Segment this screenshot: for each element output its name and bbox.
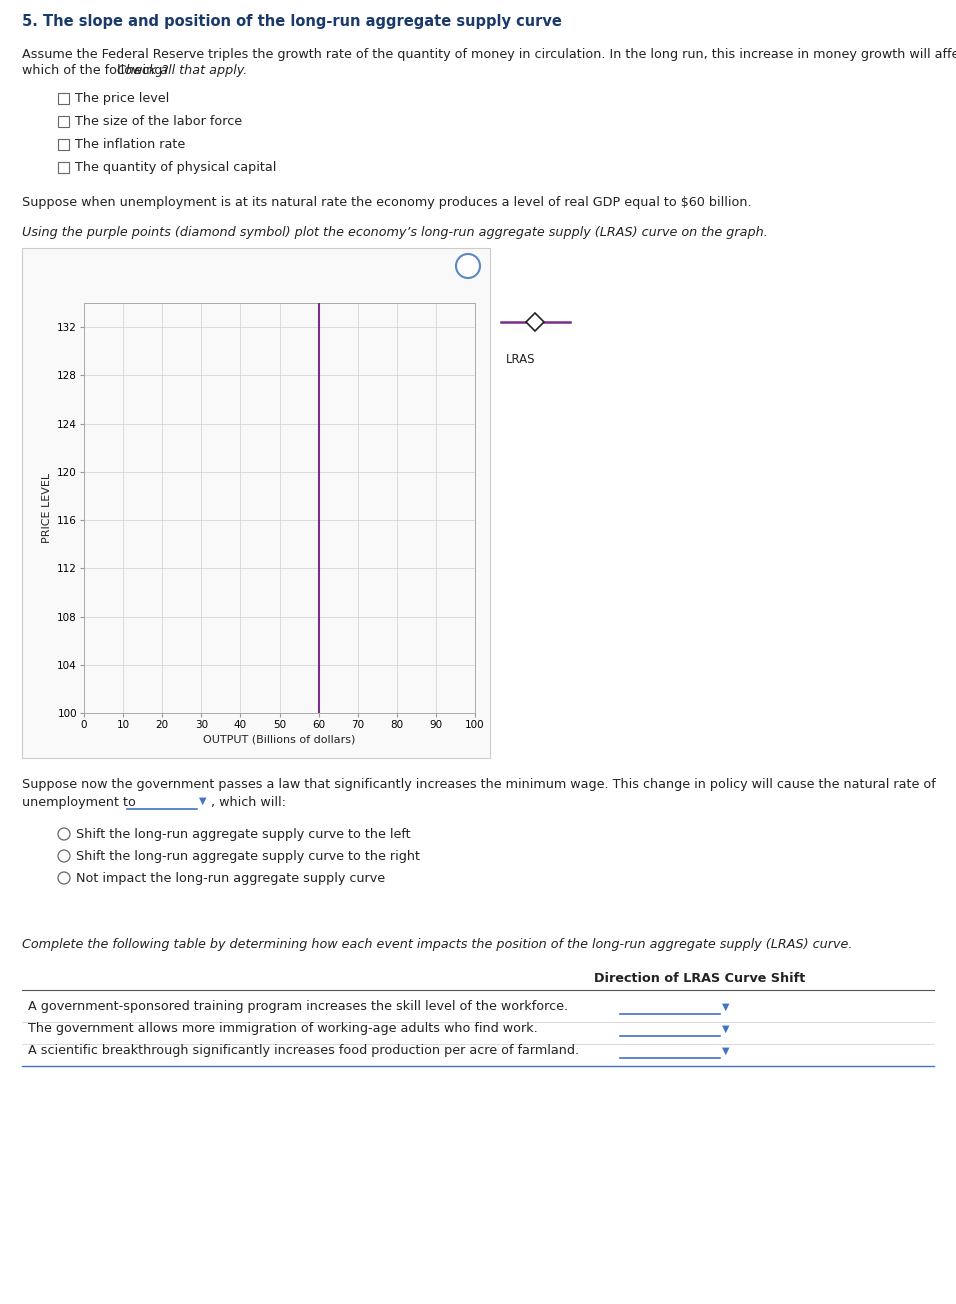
Circle shape [456, 254, 480, 278]
Bar [58, 93, 69, 104]
Text: Shift the long-run aggregate supply curve to the left: Shift the long-run aggregate supply curv… [76, 828, 411, 841]
Text: A government-sponsored training program increases the skill level of the workfor: A government-sponsored training program … [28, 1000, 568, 1013]
Text: Direction of LRAS Curve Shift: Direction of LRAS Curve Shift [595, 971, 806, 985]
Text: , which will:: , which will: [211, 795, 286, 808]
Text: 5. The slope and position of the long-run aggregate supply curve: 5. The slope and position of the long-ru… [22, 14, 562, 29]
Bar [58, 116, 69, 126]
Text: Assume the Federal Reserve triples the growth rate of the quantity of money in c: Assume the Federal Reserve triples the g… [22, 48, 956, 61]
Bar [58, 162, 69, 173]
Text: A scientific breakthrough significantly increases food production per acre of fa: A scientific breakthrough significantly … [28, 1045, 579, 1058]
Text: The inflation rate: The inflation rate [75, 138, 185, 151]
Text: unemployment to: unemployment to [22, 795, 136, 808]
Circle shape [58, 828, 70, 840]
Text: Not impact the long-run aggregate supply curve: Not impact the long-run aggregate supply… [76, 872, 385, 885]
Text: ▼: ▼ [722, 1001, 729, 1012]
Text: Using the purple points (diamond symbol) plot the economy’s long-run aggregate s: Using the purple points (diamond symbol)… [22, 226, 768, 239]
Text: Shift the long-run aggregate supply curve to the right: Shift the long-run aggregate supply curv… [76, 850, 420, 863]
Text: ▼: ▼ [199, 795, 206, 806]
Text: ?: ? [465, 261, 471, 274]
Text: The government allows more immigration of working-age adults who find work.: The government allows more immigration o… [28, 1022, 537, 1035]
Text: The size of the labor force: The size of the labor force [75, 115, 242, 128]
Text: The price level: The price level [75, 93, 169, 106]
X-axis label: OUTPUT (Billions of dollars): OUTPUT (Billions of dollars) [204, 734, 356, 745]
Text: which of the following?: which of the following? [22, 64, 173, 77]
Text: The quantity of physical capital: The quantity of physical capital [75, 160, 276, 173]
Text: ▼: ▼ [722, 1024, 729, 1034]
Y-axis label: PRICE LEVEL: PRICE LEVEL [42, 473, 52, 542]
Text: Check all that apply.: Check all that apply. [117, 64, 248, 77]
Text: Complete the following table by determining how each event impacts the position : Complete the following table by determin… [22, 938, 853, 951]
Text: ▼: ▼ [722, 1046, 729, 1056]
Text: LRAS: LRAS [506, 353, 535, 366]
Text: Suppose when unemployment is at its natural rate the economy produces a level of: Suppose when unemployment is at its natu… [22, 196, 751, 209]
Circle shape [58, 850, 70, 862]
Bar [22, 248, 490, 758]
Circle shape [58, 872, 70, 884]
Bar [58, 140, 69, 150]
Text: Suppose now the government passes a law that significantly increases the minimum: Suppose now the government passes a law … [22, 778, 936, 792]
